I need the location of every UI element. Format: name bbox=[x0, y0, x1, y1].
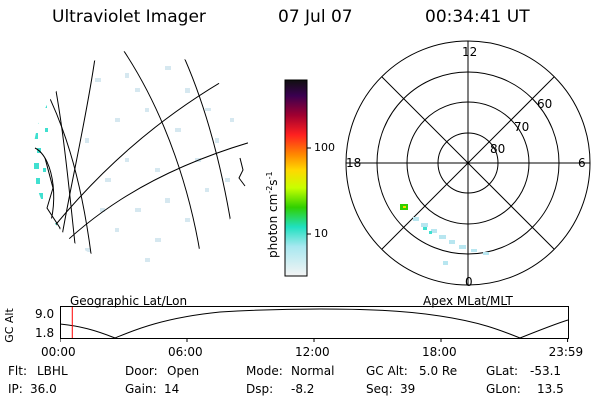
lat-label-60: 60 bbox=[537, 97, 553, 111]
colorbar-unit-label: photon cm-2s-1 bbox=[265, 118, 280, 258]
geographic-image bbox=[33, 50, 249, 266]
timeline-axis-label: GC Alt bbox=[2, 308, 16, 343]
colorbar-tick-100: 100 bbox=[314, 141, 335, 154]
colorbar-tick-10: 10 bbox=[314, 227, 328, 240]
unit-text: photon cm bbox=[266, 193, 280, 258]
timeline-left-title: Geographic Lat/Lon bbox=[70, 294, 188, 308]
lat-label-70: 70 bbox=[514, 120, 530, 134]
unit-mid: s bbox=[266, 179, 280, 186]
ip-value: 36.0 bbox=[30, 382, 57, 396]
flt-label: Flt: bbox=[8, 364, 27, 378]
timeline-x-tick-label: 18:00 bbox=[422, 345, 457, 359]
gc-alt-label: GC Alt: bbox=[366, 364, 408, 378]
gc-alt-value: 5.0 Re bbox=[419, 364, 458, 378]
timeline-right-title: Apex MLat/MLT bbox=[423, 294, 513, 308]
polar-emission bbox=[400, 204, 489, 265]
mlt-label-12: 12 bbox=[462, 45, 478, 59]
door-label: Door: bbox=[125, 364, 158, 378]
lat-label-80: 80 bbox=[490, 142, 506, 156]
timeline-y-tick-low: 1.8 bbox=[35, 326, 55, 340]
unit-exp-2: -1 bbox=[265, 171, 274, 180]
ip-label: IP: bbox=[8, 382, 23, 396]
mode-value: Normal bbox=[291, 364, 335, 378]
date-label: 07 Jul 07 bbox=[278, 7, 353, 27]
door-value: Open bbox=[167, 364, 200, 378]
mlt-label-6: 6 bbox=[578, 156, 586, 170]
seq-value: 39 bbox=[400, 382, 416, 396]
timeline-y-tick-high: 9.0 bbox=[35, 307, 55, 321]
dsp-value: -8.2 bbox=[291, 382, 315, 396]
unit-exp-1: -2 bbox=[265, 185, 274, 194]
timeline-x-tick-label: 06:00 bbox=[168, 345, 203, 359]
timeline-x-tick-label: 00:00 bbox=[41, 345, 76, 359]
gain-value: 14 bbox=[164, 382, 180, 396]
glon-label: GLon: bbox=[486, 382, 521, 396]
timeline-x-tick-label: 23:59 bbox=[548, 345, 584, 359]
seq-label: Seq: bbox=[366, 382, 393, 396]
polar-plot bbox=[345, 40, 591, 286]
timeline-x-tick-label: 12:00 bbox=[295, 345, 330, 359]
gain-label: Gain: bbox=[125, 382, 157, 396]
page-title: Ultraviolet Imager bbox=[52, 7, 206, 27]
timeline-plot bbox=[60, 306, 569, 342]
colorbar bbox=[284, 79, 311, 277]
glat-value: -53.1 bbox=[530, 364, 562, 378]
mode-label: Mode: bbox=[246, 364, 283, 378]
mlt-label-0: 0 bbox=[465, 275, 473, 289]
mlt-label-18: 18 bbox=[346, 156, 362, 170]
emission-speckle bbox=[33, 50, 249, 266]
flt-value: LBHL bbox=[37, 364, 68, 378]
glon-value: 13.5 bbox=[537, 382, 564, 396]
time-label: 00:34:41 UT bbox=[425, 7, 530, 27]
glat-label: GLat: bbox=[486, 364, 519, 378]
dsp-label: Dsp: bbox=[246, 382, 274, 396]
